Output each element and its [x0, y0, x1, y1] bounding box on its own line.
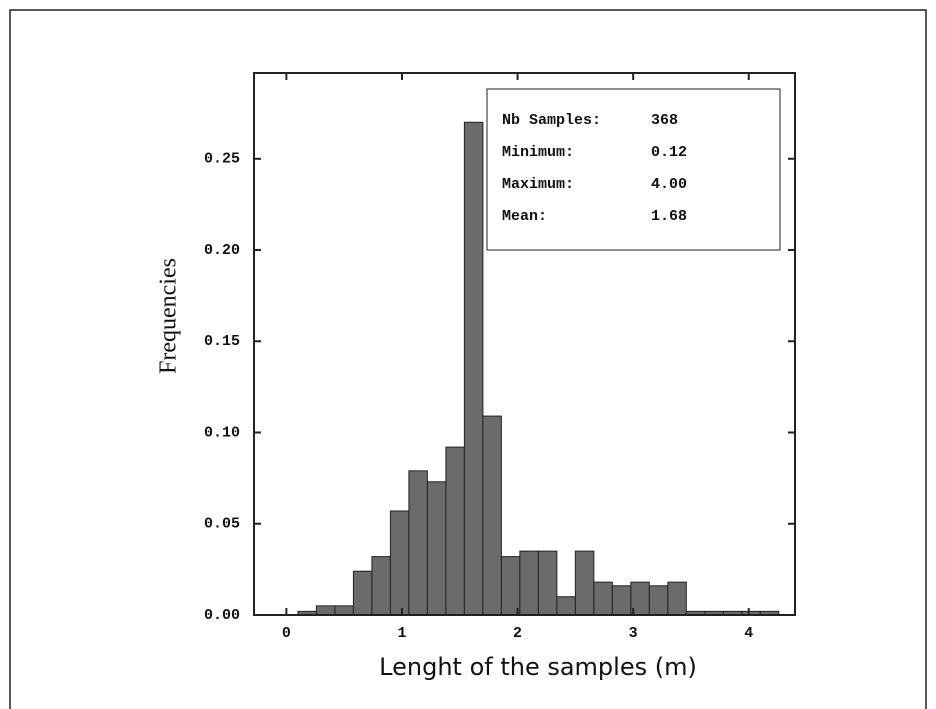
bar: [463, 121, 484, 616]
stats-value: 0.12: [651, 144, 687, 161]
bar: [519, 550, 539, 616]
bar: [408, 470, 428, 616]
x-tick-label: 2: [513, 625, 522, 642]
bar: [500, 556, 521, 616]
y-tick-label: 0.25: [204, 151, 240, 168]
stats-label: Minimum:: [502, 144, 574, 161]
x-axis-label: Lenght of the samples (m): [379, 653, 697, 681]
bar: [667, 581, 687, 616]
bar: [537, 550, 558, 616]
bar: [426, 481, 447, 616]
bar: [445, 446, 465, 616]
bar: [389, 510, 410, 616]
bar: [556, 596, 576, 616]
bar: [611, 585, 632, 616]
stats-value: 368: [651, 112, 678, 129]
stats-value: 1.68: [651, 208, 687, 225]
bar: [648, 585, 669, 616]
x-tick-label: 3: [629, 625, 638, 642]
stats-label: Nb Samples:: [502, 112, 601, 129]
y-tick-label: 0.10: [204, 424, 240, 441]
x-tick-label: 1: [397, 625, 406, 642]
y-tick-label: 0.20: [204, 242, 240, 259]
stats-label: Maximum:: [502, 176, 574, 193]
x-tick-label: 4: [744, 625, 753, 642]
y-tick-label: 0.15: [204, 333, 240, 350]
bar: [352, 570, 373, 616]
stats-label: Mean:: [502, 208, 547, 225]
frame: [9, 9, 927, 709]
plot-border: [253, 72, 796, 616]
bar: [315, 605, 336, 616]
x-tick-label: 0: [282, 625, 291, 642]
stats-box: [486, 88, 781, 251]
stats-value: 4.00: [651, 176, 687, 193]
y-tick-label: 0.05: [204, 516, 240, 533]
bar: [593, 581, 613, 616]
bar: [574, 550, 595, 616]
bar: [334, 605, 354, 616]
y-tick-label: 0.00: [204, 607, 240, 624]
y-axis-label: Frequencies: [156, 258, 182, 374]
bar: [371, 556, 391, 616]
bar: [482, 415, 502, 616]
